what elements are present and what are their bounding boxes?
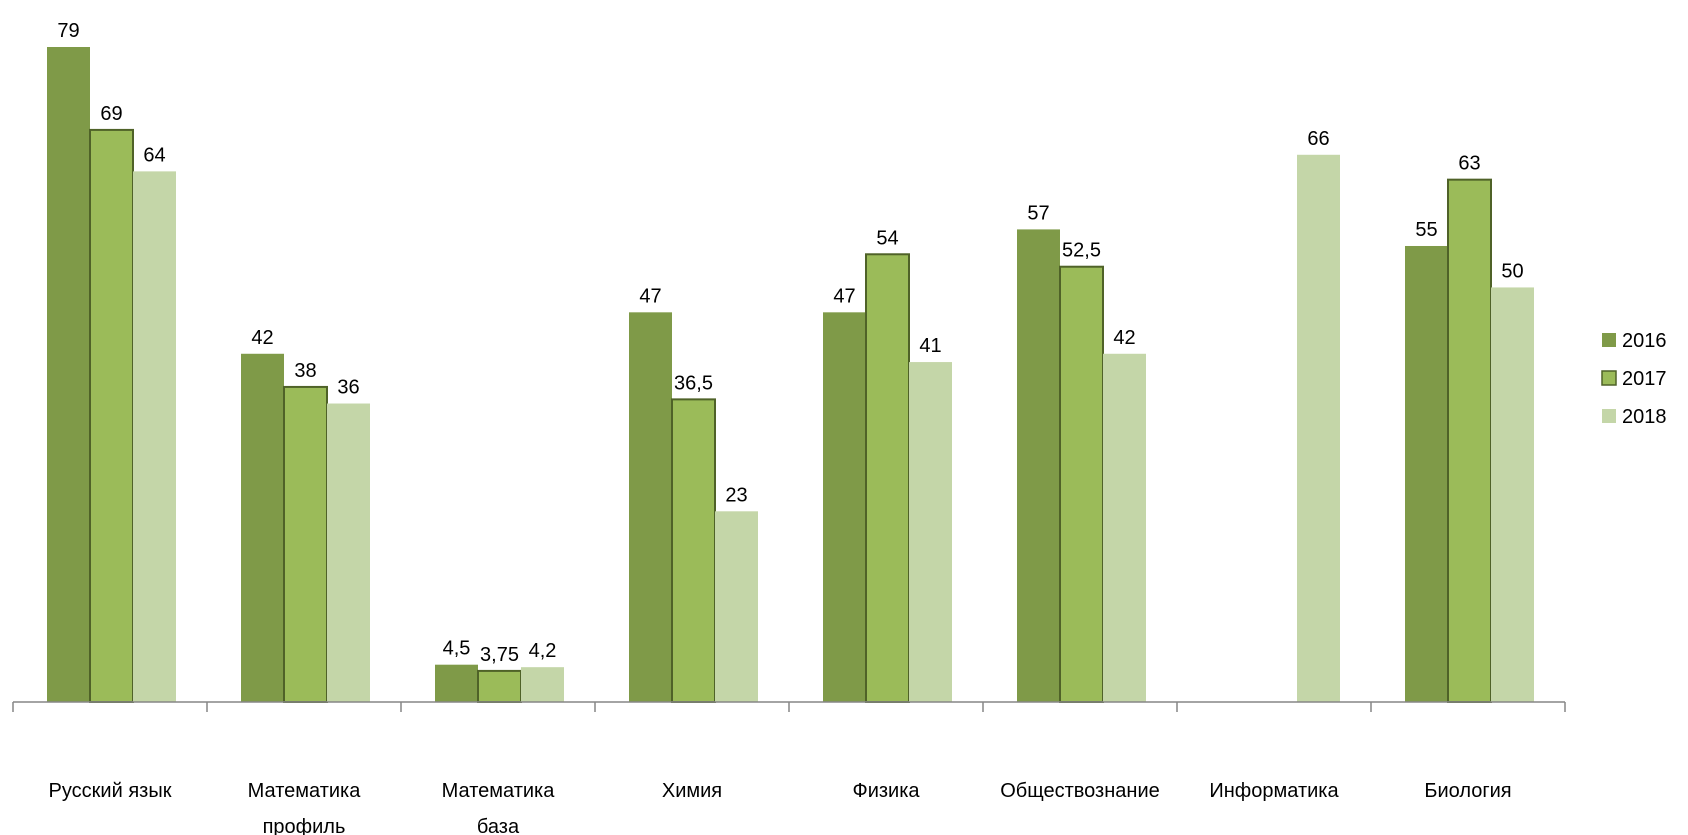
- bars-layer: [47, 47, 1534, 704]
- data-label: 36,5: [674, 372, 713, 394]
- category-label: Химия: [662, 780, 722, 802]
- bar-2016-3: [629, 312, 672, 702]
- category-label: профиль: [263, 816, 346, 835]
- data-label: 79: [57, 20, 79, 42]
- category-label: Физика: [852, 780, 920, 802]
- data-label: 47: [639, 285, 661, 307]
- bar-2016-2: [435, 664, 478, 702]
- data-label: 69: [100, 103, 122, 125]
- category-labels-layer: Русский язык Математика профиль Математика б…: [49, 780, 1512, 835]
- bar-2016-4: [823, 312, 866, 702]
- category-label: база: [477, 816, 520, 835]
- data-label: 54: [876, 227, 898, 249]
- bar-2017-4: [865, 253, 910, 704]
- data-label: 3,75: [480, 644, 519, 666]
- legend-label-2016: 2016: [1622, 330, 1667, 352]
- bar-2018-4: [909, 362, 952, 702]
- data-label: 63: [1458, 153, 1480, 175]
- legend-label-2018: 2018: [1622, 406, 1667, 428]
- data-label: 23: [725, 484, 747, 506]
- data-labels-layer: 79 42 4,5 47 47 57 55 69 38 3,75 36,5 54 52,5 63 64 36 4…: [57, 20, 1523, 666]
- bar-2018-3: [715, 511, 758, 702]
- bar-2018-7: [1491, 287, 1534, 702]
- bar-2018-0: [133, 171, 176, 703]
- legend: 2016 2017 2018: [1601, 330, 1667, 428]
- category-label: Математика: [248, 780, 362, 802]
- legend-label-2017: 2017: [1622, 368, 1667, 390]
- data-label: 42: [251, 327, 273, 349]
- bar-2017-1: [283, 385, 328, 703]
- data-label: 52,5: [1062, 240, 1101, 262]
- category-label: Математика: [442, 780, 556, 802]
- bar-2017-2: [477, 669, 522, 703]
- category-label: Информатика: [1209, 780, 1339, 802]
- data-label: 42: [1113, 327, 1135, 349]
- legend-swatch-2017: [1601, 370, 1617, 386]
- data-label: 41: [919, 335, 941, 357]
- legend-swatch-2016: [1602, 333, 1616, 347]
- bar-2017-5: [1059, 265, 1104, 703]
- bar-2017-7: [1447, 178, 1492, 704]
- data-label: 66: [1307, 128, 1329, 150]
- bar-2018-1: [327, 403, 370, 702]
- data-label: 64: [143, 144, 165, 166]
- data-label: 50: [1501, 260, 1523, 282]
- data-label: 4,5: [443, 638, 471, 660]
- bar-2016-1: [241, 353, 284, 702]
- bar-2017-0: [89, 128, 134, 704]
- data-label: 55: [1415, 219, 1437, 241]
- category-label: Обществознание: [1000, 780, 1160, 802]
- bar-2016-0: [47, 47, 90, 702]
- data-label: 38: [294, 360, 316, 382]
- legend-swatch-2018: [1602, 409, 1616, 423]
- bar-2018-2: [521, 667, 564, 702]
- category-label: Биология: [1424, 780, 1511, 802]
- bar-2016-7: [1405, 245, 1448, 702]
- x-axis: [12, 701, 1566, 712]
- bar-2018-5: [1103, 353, 1146, 702]
- data-label: 57: [1027, 202, 1049, 224]
- bar-2018-6: [1297, 154, 1340, 703]
- data-label: 47: [833, 285, 855, 307]
- data-label: 4,2: [529, 640, 557, 662]
- bar-2016-5: [1017, 229, 1060, 702]
- bar-2017-3: [671, 398, 716, 703]
- category-label: Русский язык: [49, 780, 172, 802]
- data-label: 36: [337, 377, 359, 399]
